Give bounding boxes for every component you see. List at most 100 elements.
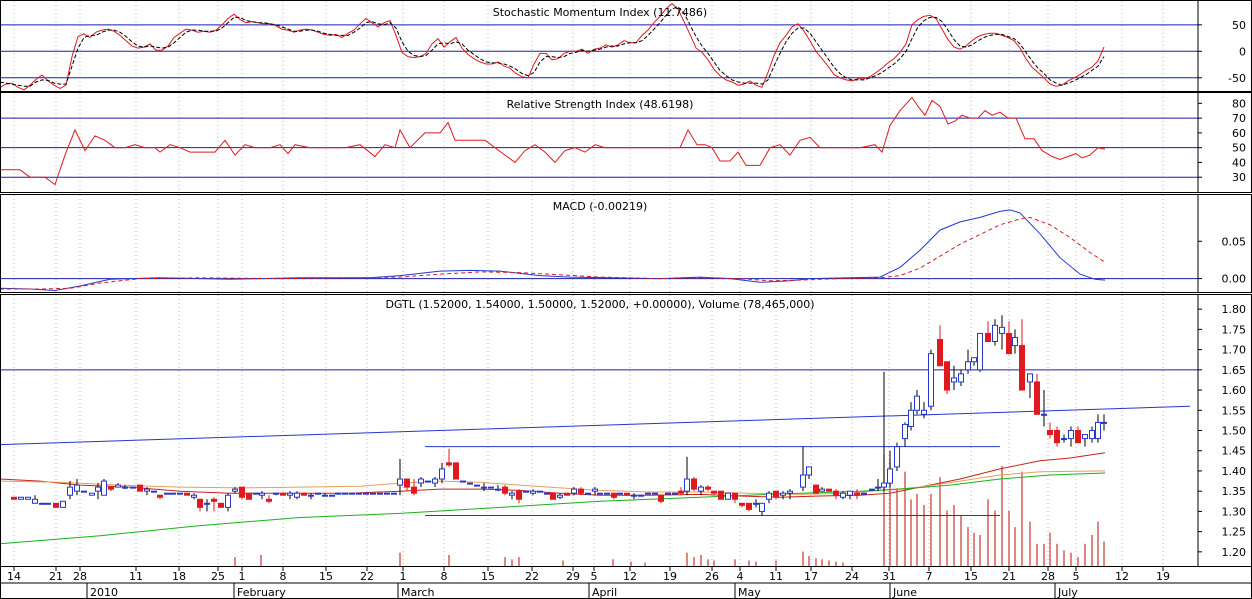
candle-body	[411, 486, 417, 494]
candle-body	[397, 478, 403, 486]
candlestick	[157, 494, 163, 500]
candle-body	[18, 496, 24, 500]
series-line-rsi	[0, 96, 1106, 186]
candle-body	[1047, 430, 1053, 436]
candle-body	[937, 338, 943, 367]
candle-body	[631, 494, 637, 497]
candlestick	[1012, 329, 1018, 354]
candlestick	[232, 487, 238, 494]
candle-body	[130, 486, 136, 489]
candle-body	[718, 490, 724, 500]
x-tick-label: 29	[566, 570, 580, 583]
candle-body	[322, 494, 328, 497]
candlestick	[800, 446, 806, 492]
candle-body	[356, 492, 362, 495]
candle-body	[1082, 434, 1088, 440]
candlestick	[342, 492, 348, 495]
candle-body	[977, 332, 983, 371]
candle-body	[711, 490, 717, 494]
candlestick	[773, 490, 779, 500]
series-line-signal	[0, 216, 1106, 290]
candlestick	[453, 462, 459, 480]
candlestick	[1027, 373, 1033, 399]
candle-body	[32, 498, 38, 504]
candle-body	[446, 462, 452, 466]
macd-panel: MACD (-0.00219) 0.05 0.00	[0, 195, 1246, 292]
candlestick	[833, 489, 839, 500]
candle-body	[732, 492, 738, 500]
candlestick	[363, 492, 369, 495]
candle-body	[944, 361, 950, 391]
candle-body	[592, 488, 598, 492]
candlestick	[74, 479, 80, 496]
candlestick	[746, 502, 752, 512]
candlestick	[335, 492, 341, 495]
candle-body	[806, 466, 812, 476]
candle-body	[239, 486, 245, 498]
candlestick	[711, 490, 717, 496]
candlestick	[315, 492, 321, 495]
candle-body	[928, 353, 934, 407]
y-tick-label: 50	[1232, 142, 1246, 155]
candlestick	[122, 485, 128, 490]
candle-body	[211, 498, 217, 502]
candle-body	[861, 492, 867, 495]
price-title: DGTL (1.52000, 1.54000, 1.50000, 1.52000…	[385, 298, 814, 311]
candlestick	[971, 357, 977, 366]
candle-body	[60, 500, 66, 508]
candlestick	[806, 466, 812, 480]
x-tick-label: 26	[705, 570, 719, 583]
candlestick	[266, 495, 272, 504]
candle-body	[611, 492, 617, 498]
candle-body	[502, 486, 508, 494]
x-tick-label: 5	[591, 570, 598, 583]
candle-body	[847, 490, 853, 496]
candle-body	[439, 468, 445, 480]
candle-body	[691, 478, 697, 490]
x-tick-label: 15	[481, 570, 495, 583]
candle-body	[753, 502, 759, 505]
candle-body	[137, 484, 143, 492]
y-tick-label: 80	[1232, 97, 1246, 110]
y-tick-label: 70	[1232, 112, 1246, 125]
candle-body	[1101, 421, 1107, 424]
candle-body	[495, 488, 501, 491]
price-panel: DGTL (1.52000, 1.54000, 1.50000, 1.52000…	[0, 295, 1246, 566]
candlestick	[144, 487, 150, 496]
candlestick	[1089, 426, 1095, 443]
candlestick	[732, 492, 738, 504]
candle-body	[921, 409, 927, 415]
candlestick	[1006, 321, 1012, 355]
candlestick	[826, 488, 832, 492]
candlestick	[1034, 373, 1040, 415]
candlestick	[718, 490, 724, 500]
candle-body	[89, 492, 95, 496]
candle-body	[164, 492, 170, 495]
x-tick-label: 11	[129, 570, 143, 583]
candlestick	[60, 500, 66, 508]
candlestick	[887, 450, 893, 488]
x-tick-label: 19	[663, 570, 677, 583]
candlestick	[329, 494, 335, 497]
candlestick	[460, 480, 466, 483]
candlestick	[604, 492, 610, 495]
x-tick-label: 22	[360, 570, 374, 583]
x-tick-label: 17	[804, 570, 818, 583]
candlestick	[25, 496, 31, 500]
candlestick	[944, 361, 950, 395]
x-tick-label: 4	[737, 570, 744, 583]
candle-body	[624, 492, 630, 496]
candle-body	[638, 494, 644, 497]
candlestick	[611, 492, 617, 500]
y-tick-label: 30	[1232, 171, 1246, 184]
candle-body	[95, 486, 101, 492]
candle-body	[1054, 430, 1060, 444]
y-tick-label: 1.45	[1222, 445, 1247, 458]
candlestick	[902, 422, 908, 447]
candlestick	[705, 485, 711, 492]
candlestick	[495, 485, 501, 492]
candle-body	[813, 484, 819, 494]
candle-body	[571, 488, 577, 494]
candle-body	[516, 490, 522, 500]
candlestick	[1041, 390, 1047, 427]
